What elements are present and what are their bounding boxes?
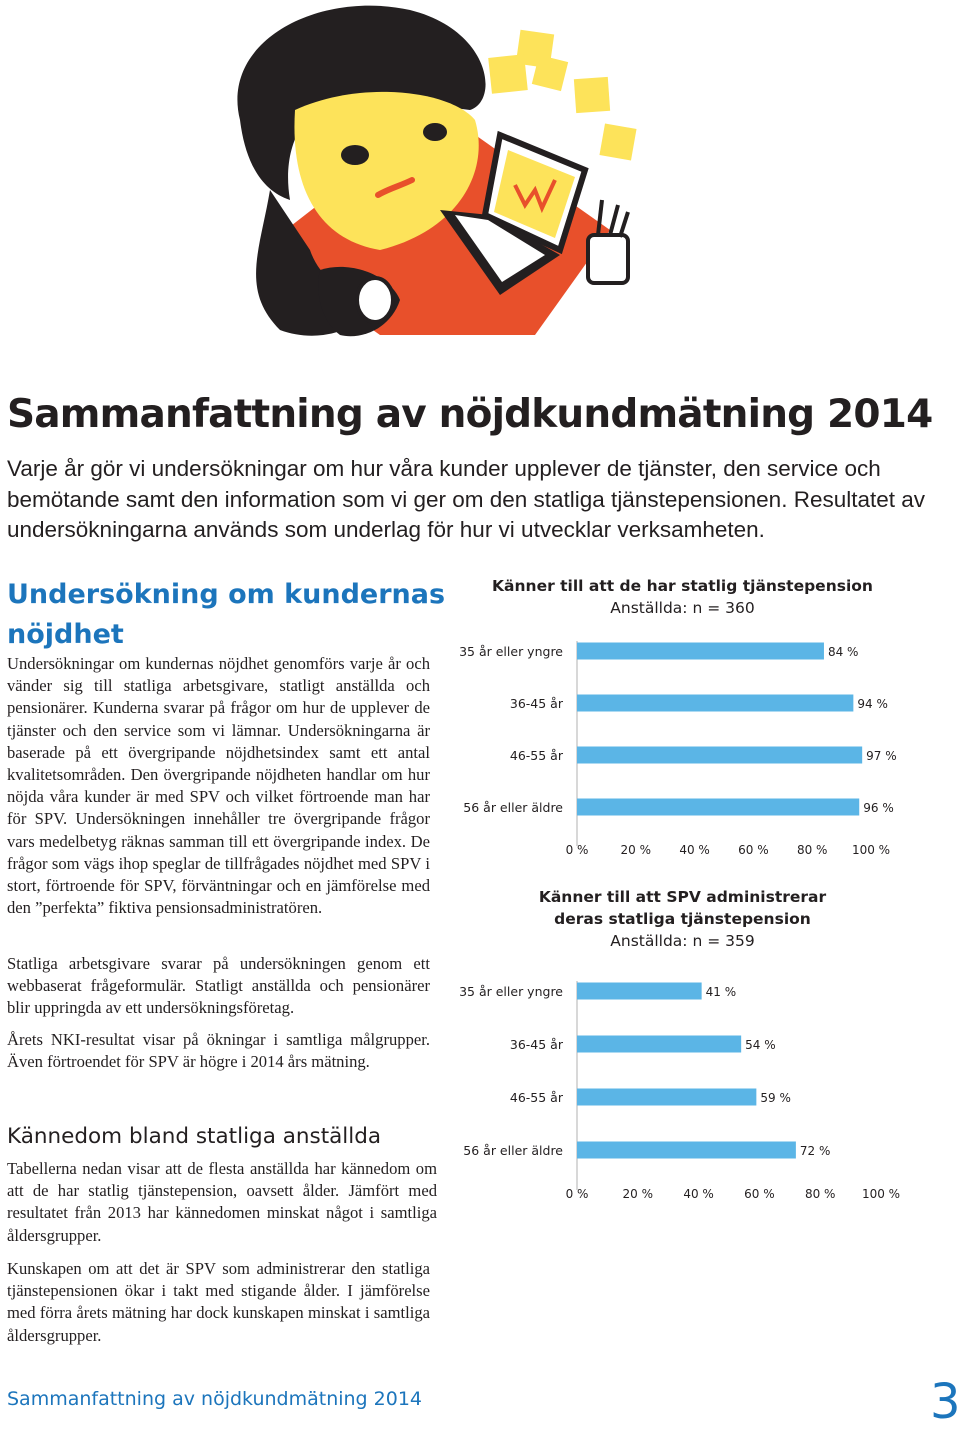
bar [577, 798, 860, 816]
bar [577, 1141, 796, 1159]
page-title: Sammanfattning av nöjdkundmätning 2014 [7, 392, 933, 437]
chart-2: 35 år eller yngre 41 % 36-45 år 54 % 46-55 å… [460, 981, 900, 1201]
category-label: 56 år eller äldre [463, 1143, 563, 1158]
intro-paragraph: Varje år gör vi undersökningar om hur vå… [7, 456, 926, 542]
section-paragraph: Kunskapen om att det är SPV som administ… [7, 1259, 430, 1345]
section-paragraph: Tabellerna nedan visar att de flesta ans… [7, 1159, 437, 1245]
x-tick-label: 100 % [862, 1187, 900, 1201]
category-label: 56 år eller äldre [463, 800, 563, 815]
value-label: 84 % [828, 645, 859, 659]
hair [237, 5, 486, 201]
chart-2-header: Känner till att SPV administrerar deras … [470, 886, 895, 952]
value-label: 94 % [857, 697, 888, 711]
chart-2-title: Känner till att SPV administrerar deras … [538, 888, 827, 928]
x-tick-label: 40 % [683, 1187, 714, 1201]
category-label: 46-55 år [510, 748, 564, 763]
x-tick-label: 0 % [566, 1187, 589, 1201]
chart-1: 35 år eller yngre 84 % 36-45 år 94 % 46-55 å… [460, 641, 897, 857]
page-number: 3 [930, 1374, 960, 1430]
chart-1-subtitle: Anställda: n = 360 [610, 599, 755, 617]
bar [577, 746, 863, 764]
sticky-notes [488, 29, 637, 161]
bar [577, 1035, 742, 1053]
x-tick-label: 100 % [852, 843, 890, 857]
x-tick-label: 80 % [805, 1187, 836, 1201]
chart-2-subtitle: Anställda: n = 359 [610, 932, 755, 950]
x-tick-label: 40 % [679, 843, 710, 857]
bar [577, 642, 824, 660]
category-label: 35 år eller yngre [460, 984, 563, 999]
pencil-cup [586, 199, 630, 285]
value-label: 72 % [800, 1144, 831, 1158]
laptop [440, 130, 589, 295]
value-label: 96 % [863, 801, 894, 815]
section-paragraph: Statliga arbetsgivare svarar på undersök… [7, 954, 430, 1018]
x-tick-label: 60 % [744, 1187, 775, 1201]
bar [577, 982, 702, 1000]
x-tick-label: 20 % [623, 1187, 654, 1201]
x-tick-label: 0 % [566, 843, 589, 857]
value-label: 97 % [866, 749, 897, 763]
chart-1-title: Känner till att de har statlig tjänstepe… [492, 577, 873, 595]
category-label: 46-55 år [510, 1090, 564, 1105]
category-label: 36-45 år [510, 1037, 564, 1052]
x-tick-label: 80 % [797, 843, 828, 857]
header-illustration [237, 5, 637, 337]
category-label: 36-45 år [510, 696, 564, 711]
value-label: 59 % [760, 1091, 791, 1105]
section-heading-awareness: Kännedom bland statliga anställda [7, 1124, 382, 1149]
section-paragraph: Årets NKI-resultat visar på ökningar i s… [7, 1030, 430, 1072]
value-label: 54 % [745, 1038, 776, 1052]
section-paragraph: Undersökningar om kundernas nöjdhet geno… [7, 654, 430, 918]
section-heading-satisfaction: Undersökning om kundernas nöjdhet [7, 579, 446, 650]
bar [577, 1088, 757, 1106]
category-label: 35 år eller yngre [460, 644, 563, 659]
bar [577, 694, 854, 712]
x-tick-label: 20 % [621, 843, 652, 857]
footer-title: Sammanfattning av nöjdkundmätning 2014 [7, 1388, 423, 1410]
x-tick-label: 60 % [738, 843, 769, 857]
chart-1-header: Känner till att de har statlig tjänstepe… [470, 575, 895, 619]
value-label: 41 % [706, 985, 737, 999]
